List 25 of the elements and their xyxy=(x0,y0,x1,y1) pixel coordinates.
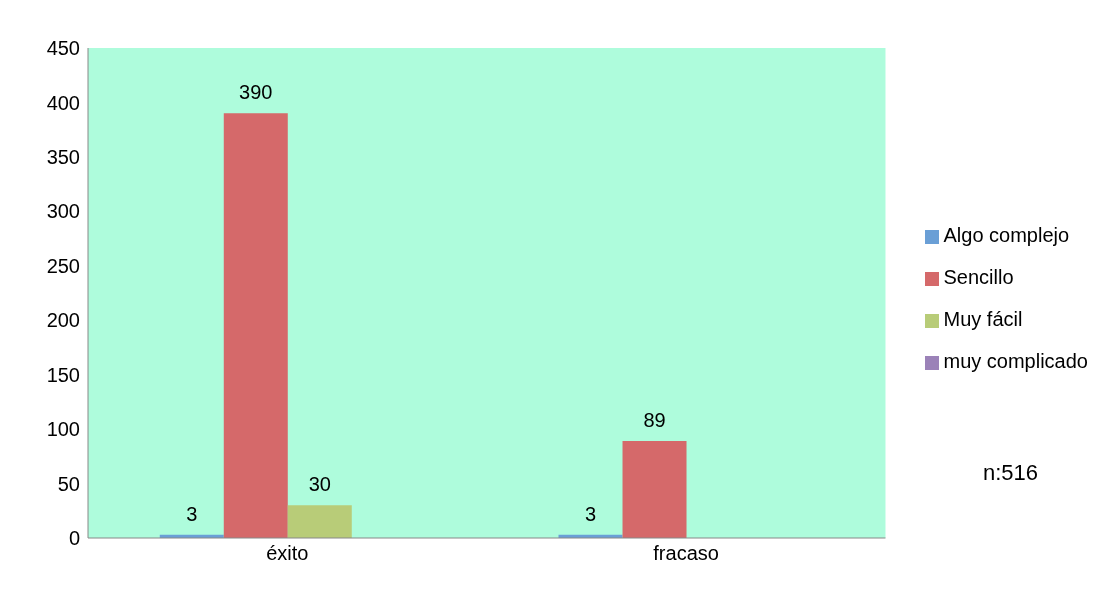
bar xyxy=(287,505,352,538)
x-tick-label: fracaso xyxy=(653,542,719,565)
data-label: 3 xyxy=(584,502,597,525)
legend-label: Muy fácil xyxy=(943,308,1023,330)
bar xyxy=(223,113,288,538)
legend-label: muy complicado xyxy=(943,350,1088,372)
y-tick-label: 50 xyxy=(57,472,80,495)
y-tick-label: 300 xyxy=(46,200,80,223)
y-tick-label: 200 xyxy=(46,309,80,332)
data-label: 3 xyxy=(186,502,198,525)
data-label: 390 xyxy=(239,81,273,104)
bar xyxy=(622,441,687,538)
y-tick-label: 400 xyxy=(46,91,80,114)
legend-label: Sencillo xyxy=(943,266,1014,288)
text: n:516 xyxy=(983,460,1039,486)
legend-label: Algo complejo xyxy=(943,224,1070,246)
y-tick-label: 450 xyxy=(46,37,80,60)
y-tick-label: 150 xyxy=(46,363,80,386)
data-label: 89 xyxy=(643,409,666,432)
y-tick-label: 350 xyxy=(46,145,80,168)
y-tick-label: 250 xyxy=(46,254,80,277)
y-tick-label: 100 xyxy=(46,418,80,441)
data-label: 30 xyxy=(308,473,331,496)
x-tick-label: éxito xyxy=(266,542,309,565)
y-tick-label: 0 xyxy=(68,527,80,550)
